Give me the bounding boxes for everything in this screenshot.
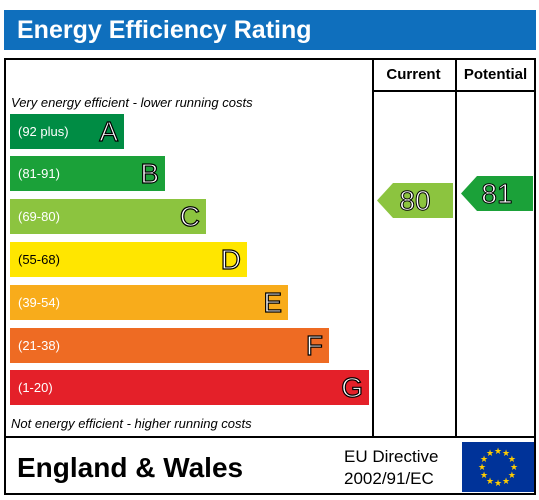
flag-star: ★ — [494, 447, 502, 457]
flag-star: ★ — [480, 471, 488, 481]
band-letter: A — [99, 115, 119, 147]
footer-divider — [6, 436, 534, 438]
flag-star: ★ — [486, 449, 494, 459]
directive-line-1: EU Directive — [344, 447, 439, 466]
page-title: Energy Efficiency Rating — [4, 10, 536, 50]
flag-star: ★ — [478, 463, 486, 473]
efficient-note: Very energy efficient - lower running co… — [11, 95, 253, 110]
arrow-shape — [377, 183, 453, 218]
flag-star: ★ — [510, 463, 518, 473]
column-divider — [372, 60, 374, 436]
band-range: (69-80) — [18, 209, 60, 224]
flag-star: ★ — [508, 455, 516, 465]
region-label: England & Wales — [17, 452, 244, 483]
directive-line-2: 2002/91/EC — [344, 469, 434, 488]
flag-star: ★ — [508, 471, 516, 481]
current-rating-value: 80 — [399, 185, 431, 217]
inefficient-note: Not energy efficient - higher running co… — [11, 416, 252, 431]
band-a: (92 plus) A — [10, 114, 124, 149]
band-letter: D — [220, 243, 241, 275]
header-divider — [372, 90, 534, 92]
band-range: (55-68) — [18, 252, 60, 267]
flag-star: ★ — [502, 477, 510, 487]
flag-star: ★ — [480, 455, 488, 465]
band-range: (92 plus) — [18, 124, 69, 139]
column-divider — [455, 60, 457, 436]
eu-directive: EU Directive 2002/91/EC — [344, 446, 438, 490]
band-range: (21-38) — [18, 338, 60, 353]
current-column-header: Current — [386, 66, 441, 83]
band-letter: G — [341, 371, 364, 403]
current-rating-arrow: 80 — [377, 183, 453, 218]
band-letter: B — [140, 157, 160, 189]
band-range: (1-20) — [18, 380, 53, 395]
band-letter: C — [179, 200, 200, 232]
flag-star: ★ — [494, 479, 502, 489]
potential-column-header: Potential — [463, 66, 528, 83]
band-letter: E — [263, 286, 283, 318]
band-g: (1-20) G — [10, 370, 369, 405]
band-b: (81-91) B — [10, 156, 165, 191]
potential-rating-arrow: 81 — [461, 176, 533, 211]
band-e: (39-54) E — [10, 285, 288, 320]
band-c: (69-80) C — [10, 199, 206, 234]
band-d: (55-68) D — [10, 242, 247, 277]
band-range: (81-91) — [18, 166, 60, 181]
flag-star: ★ — [502, 449, 510, 459]
rating-table: Current Potential Very energy efficient … — [4, 58, 536, 495]
band-letter: F — [305, 329, 323, 361]
flag-star: ★ — [486, 477, 494, 487]
band-f: (21-38) F — [10, 328, 329, 363]
eu-flag-icon: ★ ★ ★ ★ ★ ★ ★ ★ ★ ★ ★ ★ — [462, 442, 534, 492]
arrow-shape — [461, 176, 533, 211]
potential-rating-value: 81 — [481, 178, 513, 210]
band-range: (39-54) — [18, 295, 60, 310]
